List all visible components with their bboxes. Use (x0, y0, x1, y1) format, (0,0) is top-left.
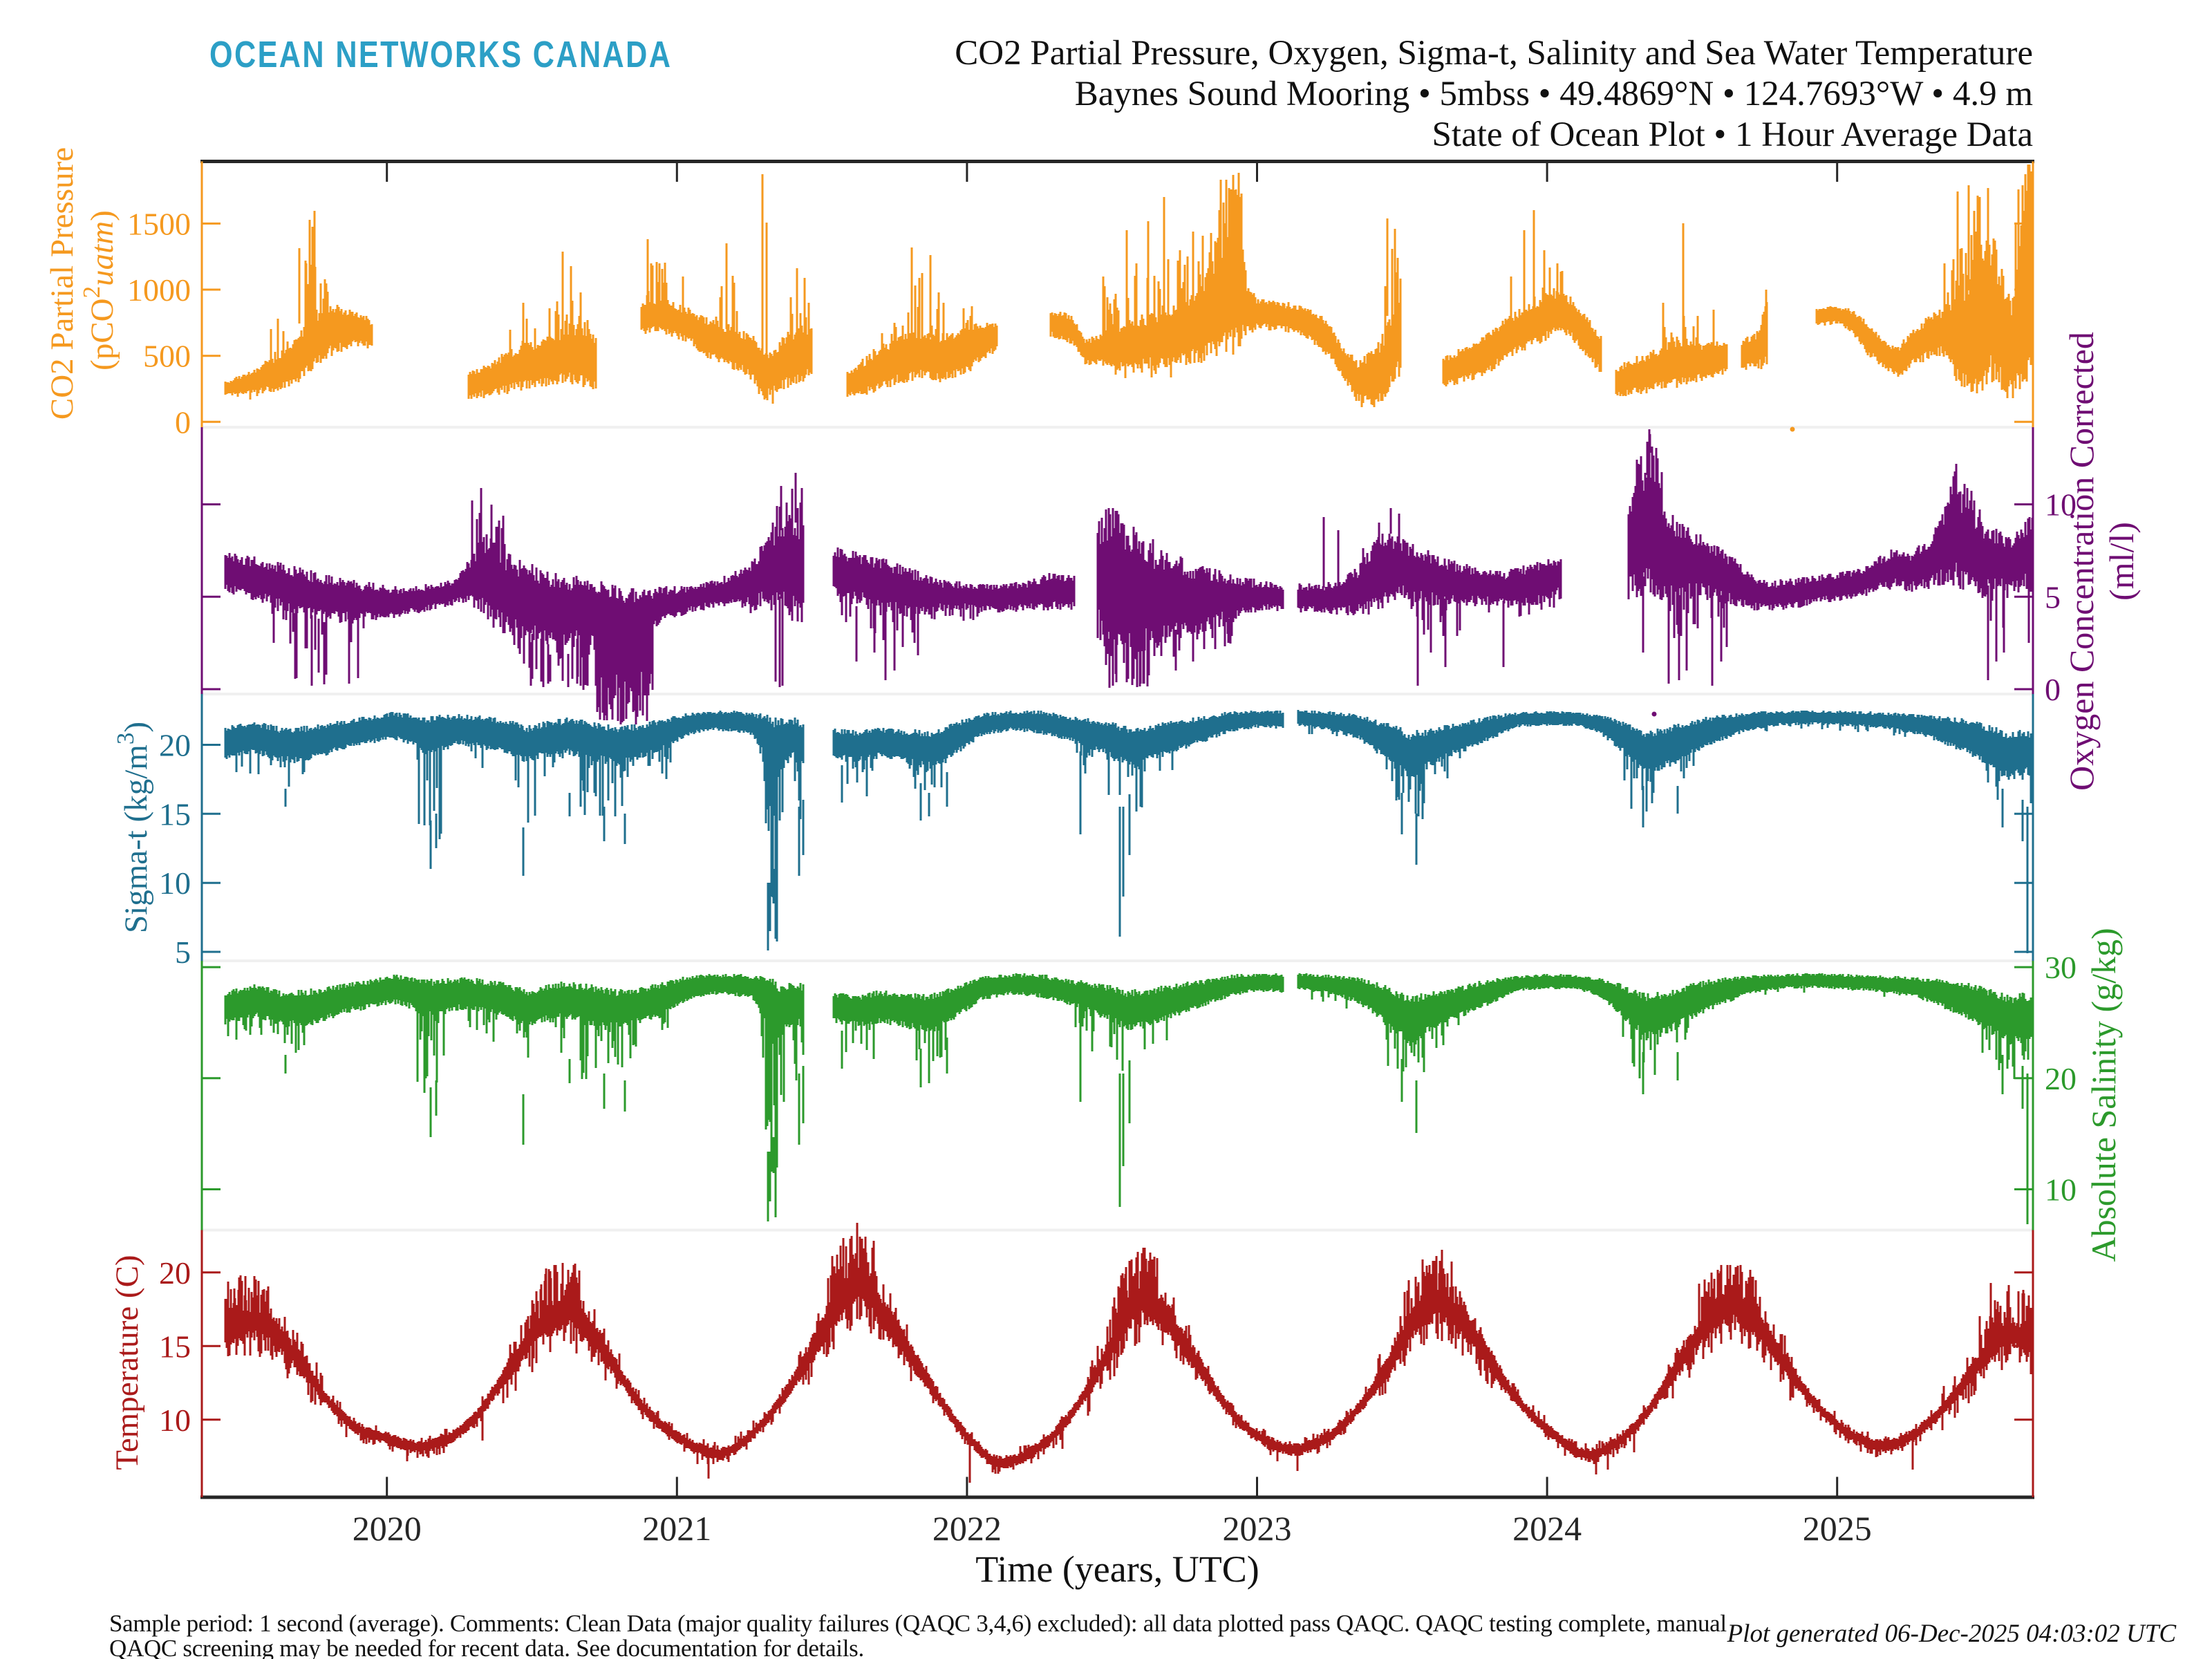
svg-text:1500: 1500 (127, 206, 191, 241)
svg-text:Temperature (C): Temperature (C) (109, 1255, 145, 1470)
svg-text:0: 0 (2045, 672, 2061, 707)
svg-text:2023: 2023 (1223, 1509, 1292, 1548)
svg-text:10: 10 (159, 865, 191, 901)
svg-text:Absolute Salinity (g/kg): Absolute Salinity (g/kg) (2084, 928, 2123, 1262)
svg-text:Sigma-t (kg/m3): Sigma-t (kg/m3) (112, 722, 155, 933)
svg-text:0: 0 (175, 404, 191, 440)
svg-text:OCEAN NETWORKS CANADA: OCEAN NETWORKS CANADA (209, 35, 672, 76)
svg-text:Sample period: 1 second (avera: Sample period: 1 second (average). Comme… (109, 1610, 1727, 1637)
svg-text:Plot generated 06-Dec-2025 04:: Plot generated 06-Dec-2025 04:03:02 UTC (1727, 1620, 2177, 1648)
svg-text:15: 15 (159, 1329, 191, 1364)
svg-text:2022: 2022 (932, 1509, 1002, 1548)
svg-text:2021: 2021 (642, 1509, 711, 1548)
svg-text:1000: 1000 (127, 272, 191, 308)
svg-text:10: 10 (2045, 487, 2077, 523)
svg-text:30: 30 (2045, 950, 2077, 985)
svg-text:CO2 Partial Pressure: CO2 Partial Pressure (44, 147, 80, 420)
svg-text:2025: 2025 (1803, 1509, 1872, 1548)
svg-text:10: 10 (2045, 1172, 2077, 1208)
svg-text:10: 10 (159, 1403, 191, 1438)
svg-text:(ml/l): (ml/l) (2102, 522, 2141, 601)
svg-text:QAQC screening may be needed f: QAQC screening may be needed for recent … (109, 1635, 864, 1659)
svg-text:Time (years, UTC): Time (years, UTC) (975, 1548, 1259, 1590)
svg-text:5: 5 (175, 935, 191, 970)
svg-text:20: 20 (159, 1255, 191, 1291)
svg-text:2020: 2020 (353, 1509, 422, 1548)
svg-text:Baynes Sound Mooring • 5mbss •: Baynes Sound Mooring • 5mbss • 49.4869°N… (1075, 75, 2033, 113)
svg-text:Oxygen Concentration Corrected: Oxygen Concentration Corrected (2062, 332, 2101, 791)
svg-text:500: 500 (143, 339, 191, 374)
svg-text:State of Ocean Plot • 1 Hour A: State of Ocean Plot • 1 Hour Average Dat… (1432, 115, 2033, 154)
svg-text:15: 15 (159, 796, 191, 832)
svg-text:CO2 Partial Pressure, Oxygen,: CO2 Partial Pressure, Oxygen, Sigma-t, S… (955, 34, 2033, 73)
svg-text:2024: 2024 (1512, 1509, 1582, 1548)
svg-text:5: 5 (2045, 579, 2061, 615)
svg-text:20: 20 (159, 728, 191, 763)
svg-text:20: 20 (2045, 1061, 2077, 1096)
